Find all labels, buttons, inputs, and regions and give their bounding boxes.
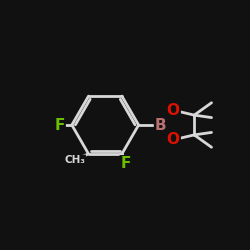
Text: CH₃: CH₃: [64, 155, 86, 165]
Text: F: F: [54, 118, 65, 132]
Text: F: F: [120, 156, 131, 171]
Text: O: O: [167, 103, 180, 118]
Text: O: O: [167, 132, 180, 147]
Text: B: B: [155, 118, 167, 132]
